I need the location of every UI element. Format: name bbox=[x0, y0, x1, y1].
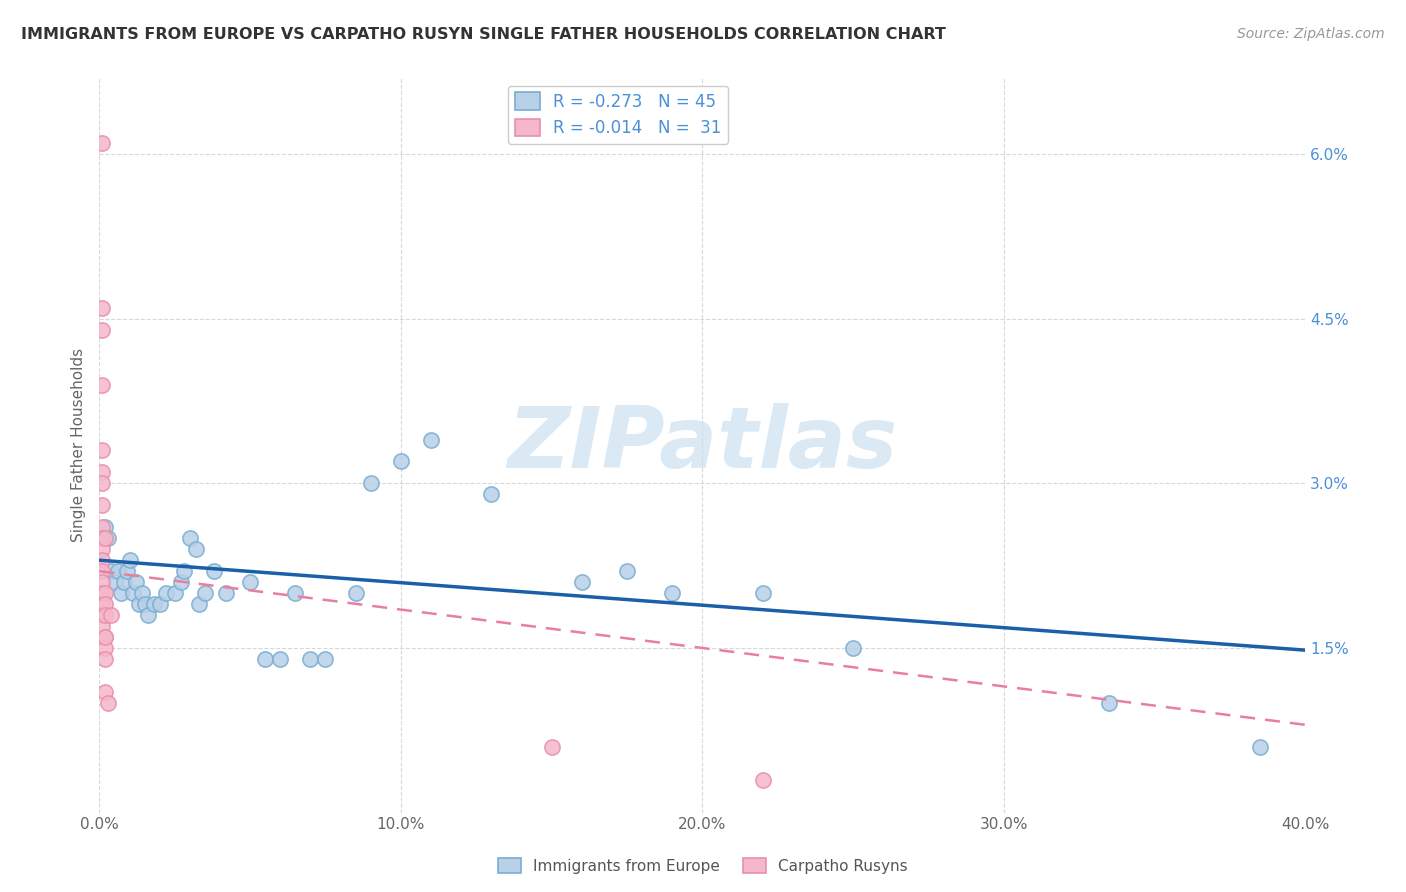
Point bbox=[91, 597, 114, 611]
Point bbox=[479, 487, 502, 501]
Point bbox=[94, 597, 117, 611]
Point bbox=[91, 443, 114, 458]
Point bbox=[91, 136, 114, 151]
Point bbox=[107, 564, 129, 578]
Text: IMMIGRANTS FROM EUROPE VS CARPATHO RUSYN SINGLE FATHER HOUSEHOLDS CORRELATION CH: IMMIGRANTS FROM EUROPE VS CARPATHO RUSYN… bbox=[21, 27, 946, 42]
Point bbox=[94, 640, 117, 655]
Text: ZIPatlas: ZIPatlas bbox=[508, 403, 897, 486]
Point bbox=[179, 531, 201, 545]
Point bbox=[91, 301, 114, 315]
Point bbox=[100, 608, 122, 623]
Point bbox=[91, 608, 114, 623]
Point bbox=[94, 685, 117, 699]
Point bbox=[571, 575, 593, 590]
Point bbox=[97, 696, 120, 710]
Point bbox=[187, 597, 209, 611]
Point bbox=[239, 575, 262, 590]
Point bbox=[110, 586, 132, 600]
Point bbox=[142, 597, 165, 611]
Point bbox=[128, 597, 150, 611]
Point bbox=[97, 531, 120, 545]
Point bbox=[215, 586, 238, 600]
Point bbox=[163, 586, 186, 600]
Point bbox=[131, 586, 153, 600]
Legend: Immigrants from Europe, Carpatho Rusyns: Immigrants from Europe, Carpatho Rusyns bbox=[492, 852, 914, 880]
Point bbox=[616, 564, 638, 578]
Point bbox=[91, 553, 114, 567]
Point bbox=[91, 542, 114, 557]
Point bbox=[112, 575, 135, 590]
Point bbox=[751, 772, 773, 787]
Text: Source: ZipAtlas.com: Source: ZipAtlas.com bbox=[1237, 27, 1385, 41]
Point bbox=[91, 520, 114, 534]
Point bbox=[299, 652, 322, 666]
Point bbox=[91, 575, 114, 590]
Y-axis label: Single Father Households: Single Father Households bbox=[72, 348, 86, 542]
Point bbox=[94, 531, 117, 545]
Point bbox=[91, 499, 114, 513]
Point bbox=[269, 652, 291, 666]
Point bbox=[121, 586, 143, 600]
Point bbox=[360, 476, 382, 491]
Point bbox=[751, 586, 773, 600]
Point bbox=[194, 586, 217, 600]
Point bbox=[91, 619, 114, 633]
Point bbox=[94, 652, 117, 666]
Point bbox=[91, 476, 114, 491]
Point bbox=[540, 739, 562, 754]
Point bbox=[420, 433, 443, 447]
Point bbox=[315, 652, 337, 666]
Point bbox=[91, 323, 114, 337]
Point bbox=[94, 520, 117, 534]
Point bbox=[91, 531, 114, 545]
Point bbox=[661, 586, 683, 600]
Point bbox=[94, 608, 117, 623]
Point bbox=[1098, 696, 1121, 710]
Point bbox=[389, 454, 412, 468]
Point bbox=[100, 564, 122, 578]
Point bbox=[94, 630, 117, 644]
Point bbox=[94, 586, 117, 600]
Point bbox=[173, 564, 195, 578]
Point bbox=[94, 630, 117, 644]
Point bbox=[184, 542, 207, 557]
Point bbox=[91, 564, 114, 578]
Point bbox=[284, 586, 307, 600]
Point bbox=[136, 608, 159, 623]
Point bbox=[91, 466, 114, 480]
Point bbox=[91, 586, 114, 600]
Point bbox=[118, 553, 141, 567]
Point bbox=[1249, 739, 1271, 754]
Point bbox=[254, 652, 277, 666]
Point bbox=[115, 564, 138, 578]
Point bbox=[124, 575, 146, 590]
Point bbox=[170, 575, 193, 590]
Point bbox=[149, 597, 172, 611]
Point bbox=[344, 586, 367, 600]
Point bbox=[842, 640, 865, 655]
Point bbox=[91, 377, 114, 392]
Legend: R = -0.273   N = 45, R = -0.014   N =  31: R = -0.273 N = 45, R = -0.014 N = 31 bbox=[508, 86, 728, 144]
Point bbox=[202, 564, 225, 578]
Point bbox=[103, 575, 125, 590]
Point bbox=[134, 597, 156, 611]
Point bbox=[155, 586, 177, 600]
